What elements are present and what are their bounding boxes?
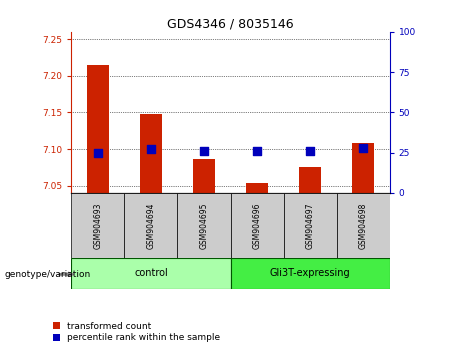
Bar [87, 65, 108, 193]
Text: control: control [134, 268, 168, 279]
Text: Gli3T-expressing: Gli3T-expressing [270, 268, 350, 279]
Bar [337, 193, 390, 258]
Text: genotype/variation: genotype/variation [5, 270, 91, 279]
Bar [246, 183, 267, 193]
Text: GSM904695: GSM904695 [200, 202, 208, 249]
Text: GSM904693: GSM904693 [94, 202, 102, 249]
Title: GDS4346 / 8035146: GDS4346 / 8035146 [167, 18, 294, 31]
Point [200, 148, 207, 154]
Text: GSM904696: GSM904696 [253, 202, 261, 249]
Bar [177, 193, 230, 258]
Bar [193, 159, 214, 193]
Bar [284, 193, 337, 258]
Text: GSM904697: GSM904697 [306, 202, 314, 249]
Text: GSM904694: GSM904694 [147, 202, 155, 249]
Point [306, 148, 313, 154]
Text: GSM904698: GSM904698 [359, 202, 367, 249]
Point [359, 145, 366, 151]
Bar [71, 258, 230, 289]
Legend: transformed count, percentile rank within the sample: transformed count, percentile rank withi… [53, 322, 220, 342]
Bar [71, 193, 124, 258]
Bar [230, 258, 390, 289]
Point [148, 147, 155, 152]
Bar [230, 193, 284, 258]
Bar [124, 193, 177, 258]
Point [254, 148, 261, 154]
Point [94, 150, 101, 155]
Bar [352, 143, 373, 193]
Bar [140, 114, 161, 193]
Bar [299, 167, 320, 193]
